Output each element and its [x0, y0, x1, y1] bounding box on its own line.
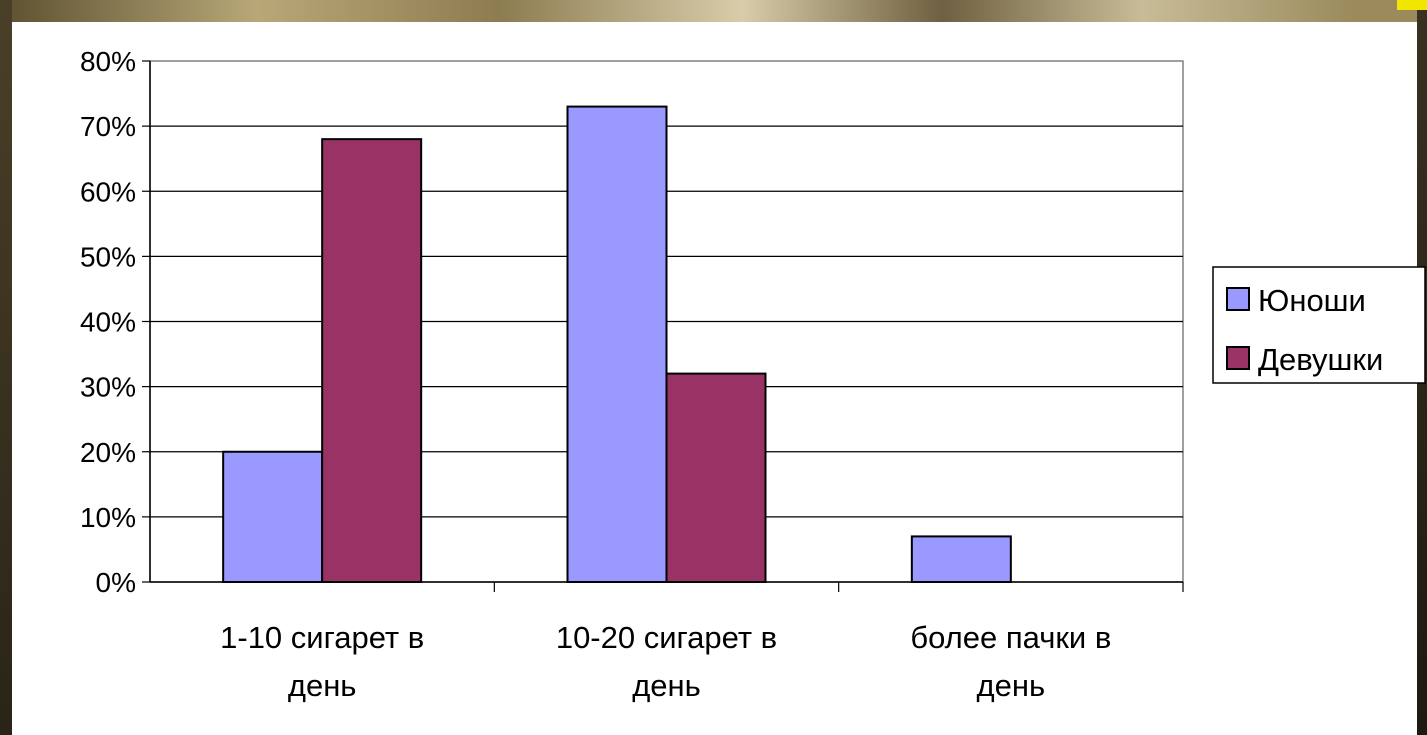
x-category-label: день — [977, 668, 1046, 703]
legend-swatch — [1226, 287, 1250, 311]
x-category-label: 1-10 сигарет в — [220, 620, 424, 655]
y-tick-label: 30% — [80, 372, 136, 403]
legend-swatch — [1226, 346, 1250, 370]
y-tick-label: 40% — [80, 307, 136, 338]
legend-label: Юноши — [1258, 283, 1366, 318]
y-tick-label: 10% — [80, 502, 136, 533]
bar-devushki — [321, 138, 423, 583]
y-tick-label: 50% — [80, 241, 136, 272]
x-category-label: более пачки в — [910, 620, 1111, 655]
legend-label: Девушки — [1258, 342, 1383, 377]
bar-yunoshi — [222, 450, 324, 583]
x-category-label: 10-20 сигарет в — [556, 620, 777, 655]
y-tick-label: 60% — [80, 176, 136, 207]
bar-yunoshi — [910, 535, 1012, 583]
y-tick-label: 80% — [80, 46, 136, 77]
bar-yunoshi — [566, 105, 668, 584]
y-tick-label: 0% — [96, 567, 136, 598]
y-tick-label: 20% — [80, 437, 136, 468]
x-category-label: день — [288, 668, 357, 703]
bar-devushki — [665, 372, 767, 583]
slide-corner-accent — [1397, 0, 1427, 10]
x-category-label: день — [632, 668, 701, 703]
y-tick-label: 70% — [80, 111, 136, 142]
slide-left-border — [0, 0, 12, 735]
